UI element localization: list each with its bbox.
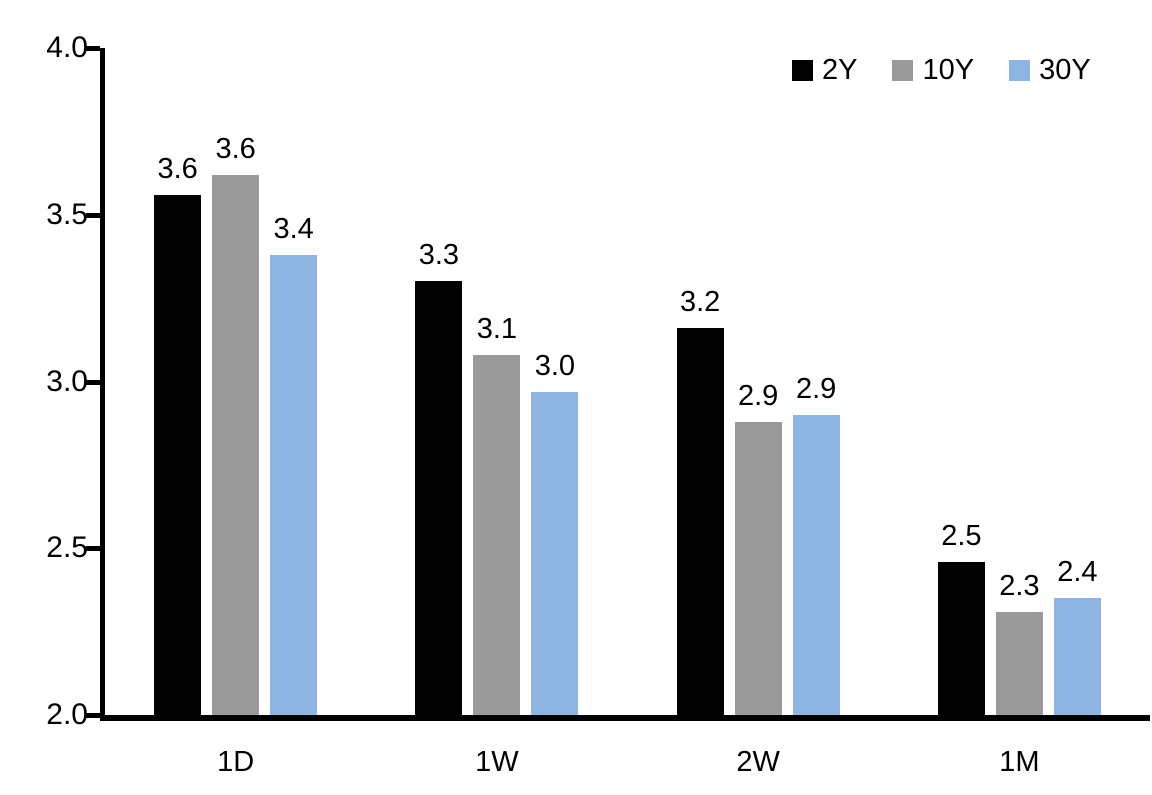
bar-2Y-1M [937,561,985,715]
bar-30Y-2W [792,414,840,715]
y-tick-mark [86,379,100,385]
y-tick-label: 2.5 [46,531,88,565]
y-tick-label: 2.0 [46,698,88,731]
y-tick-mark [86,546,100,552]
y-tick-mark [86,713,100,718]
bar-10Y-1W [473,354,521,715]
bar-value-label: 3.6 [157,152,198,185]
legend-label: 2Y [822,54,858,86]
legend-swatch-10Y [892,60,914,81]
bar-10Y-1D [212,174,260,715]
legend-item-30Y: 30Y [1009,54,1091,87]
bar-30Y-1D [270,254,318,715]
x-axis-label-1W: 1W [475,746,519,778]
bar-value-label: 2.3 [999,569,1040,602]
bar-30Y-1M [1053,598,1101,715]
bar-value-label: 3.0 [534,349,576,382]
bar-2Y-1D [154,194,202,715]
bar-value-label: 2.5 [941,519,982,552]
legend-swatch-2Y [792,60,813,81]
legend: 2Y 10Y 30Y [792,54,1091,87]
x-axis-label-1M: 1M [999,746,1040,778]
legend-item-2Y: 2Y [792,54,857,87]
y-tick-label: 3.5 [46,197,88,231]
bar-value-label: 3.2 [679,286,721,319]
y-tick-mark [86,212,100,218]
bar-2Y-2W [676,328,724,715]
legend-swatch-30Y [1009,60,1031,81]
bar-30Y-1W [531,391,579,715]
y-tick-label: 4.0 [46,31,88,64]
y-tick-label: 3.0 [46,364,88,398]
bar-value-label: 3.3 [418,239,460,272]
bar-value-label: 2.9 [795,372,837,405]
legend-item-10Y: 10Y [892,54,974,87]
x-axis-label-2W: 2W [736,746,780,778]
bar-10Y-1M [995,611,1043,715]
bar-value-label: 3.4 [273,212,314,245]
bar-value-label: 2.4 [1057,556,1098,589]
bar-value-label: 3.6 [215,132,256,165]
legend-label: 30Y [1039,54,1091,86]
bar-2Y-1W [415,281,463,715]
plot-area: 3.6 3.6 3.4 3.3 3.1 3.0 3.2 2.9 2.9 2.5 2.3 2.4 [86,46,1150,721]
y-tick-mark [86,46,100,51]
bar-10Y-2W [734,421,782,715]
bar-value-label: 2.9 [737,379,779,412]
x-axis-label-1D: 1D [217,746,255,778]
legend-label: 10Y [922,54,975,86]
bar-value-label: 3.1 [476,312,518,345]
